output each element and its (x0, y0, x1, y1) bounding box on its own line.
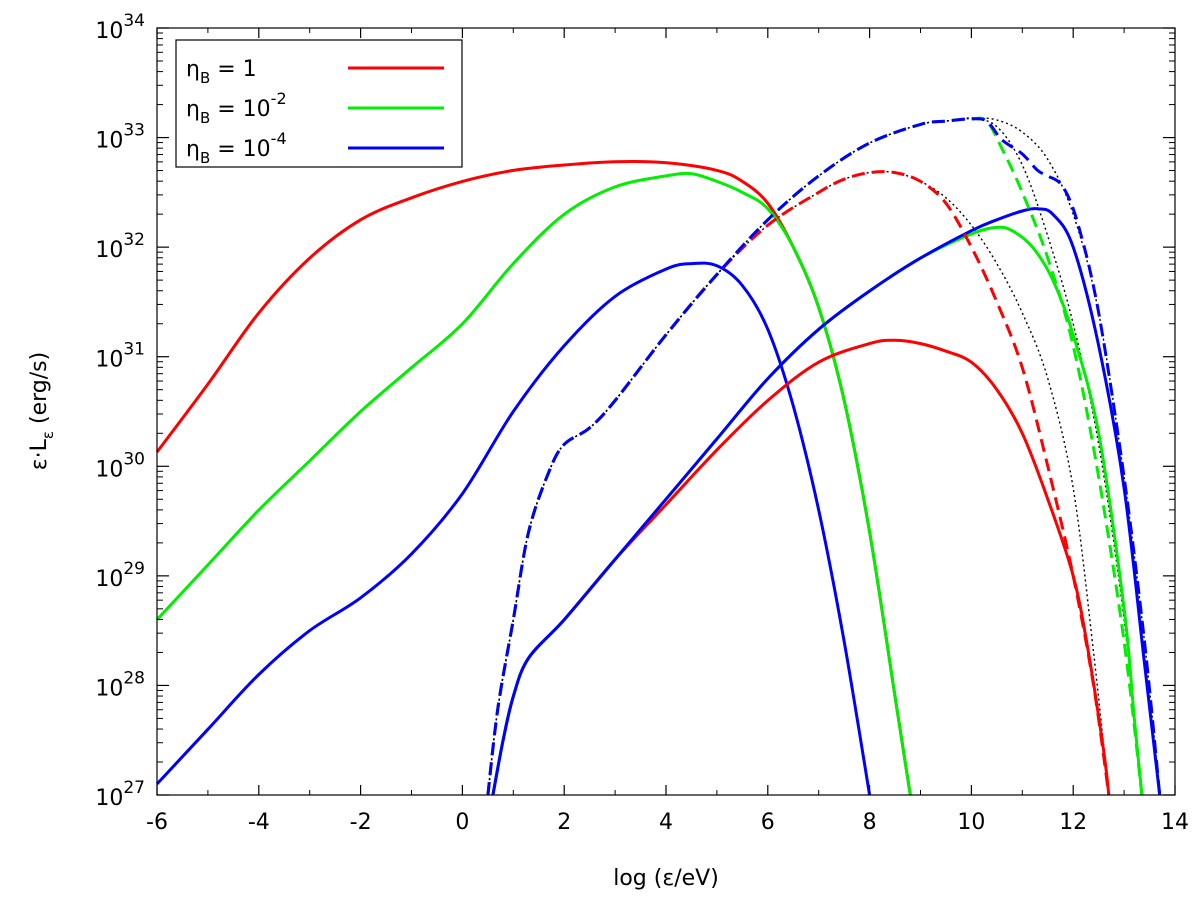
y-axis: 1027 1028 1029 1030 1031 1032 1033 1034 (95, 11, 1175, 811)
x-tick-label: -4 (248, 810, 270, 835)
legend-box (175, 39, 463, 168)
legend-item-eta4: ηB = 10-4 (186, 129, 444, 167)
legend-label: ηB = 10-4 (186, 129, 287, 167)
x-tick-label: 4 (659, 810, 673, 835)
series-layer (155, 116, 1162, 796)
y-tick-label: 1030 (95, 449, 145, 482)
series-line-solid-eta4 (491, 207, 1162, 796)
legend-label: ηB = 10-2 (186, 89, 287, 127)
legend-label: ηB = 1 (186, 57, 257, 87)
x-tick-label: 8 (863, 810, 877, 835)
y-tick-label: 1029 (95, 559, 145, 592)
x-tick-label: -2 (350, 810, 372, 835)
x-tick-label: 12 (1059, 810, 1087, 835)
x-axis: -6 -4 -2 0 2 4 6 8 10 12 14 (146, 28, 1189, 835)
y-tick-label: 1031 (95, 340, 145, 373)
y-tick-label: 1027 (95, 778, 145, 811)
y-tick-label: 1028 (95, 668, 145, 701)
x-tick-label: 10 (957, 810, 985, 835)
y-tick-label: 1034 (95, 11, 145, 44)
series-line-solid-eta4 (155, 261, 872, 796)
series-line-solid-eta2 (155, 171, 912, 796)
y-tick-label: 1032 (95, 230, 145, 263)
x-tick-label: 6 (761, 810, 775, 835)
x-tick-label: 2 (557, 810, 571, 835)
legend-item-eta2: ηB = 10-2 (186, 89, 444, 127)
series-line-dashed-eta4 (486, 117, 1162, 796)
legend: ηB = 1ηB = 10-2ηB = 10-4 (175, 39, 463, 168)
x-axis-title: log (ε/eV) (613, 866, 719, 891)
y-tick-label: 1033 (95, 121, 145, 154)
y-axis-title: ε·Lε (erg/s) (27, 352, 57, 470)
legend-item-eta1: ηB = 1 (186, 57, 444, 87)
x-tick-label: 14 (1161, 810, 1189, 835)
x-tick-label: 0 (455, 810, 469, 835)
x-tick-label: -6 (146, 810, 168, 835)
